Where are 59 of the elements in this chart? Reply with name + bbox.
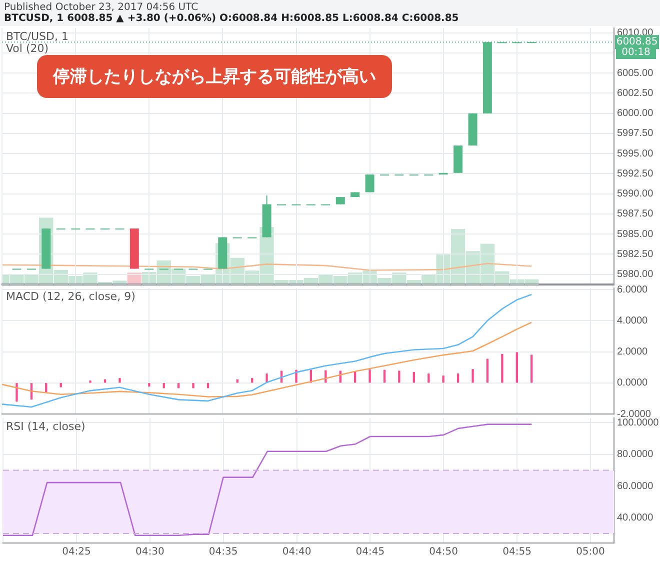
x-tick-label: 04:45 (356, 546, 385, 558)
annotation: 停滞したりしながら上昇する可能性が高い (37, 55, 392, 98)
bar (530, 354, 533, 383)
y-tick-label: 5990.00 (617, 188, 654, 200)
y-tick-label: 6005.00 (617, 68, 654, 79)
bar (368, 369, 371, 383)
y-tick-label: 6.0000 (617, 284, 648, 296)
y-tick-label: 5997.50 (617, 128, 654, 140)
y-tick-label: 80.0000 (617, 449, 654, 460)
bar (118, 378, 121, 383)
y-tick-label: 6002.50 (617, 88, 654, 99)
x-tick-label: 04:25 (62, 546, 91, 558)
x-tick-label: 04:30 (135, 546, 164, 558)
candlestick (365, 174, 374, 193)
y-tick-label: 6000.00 (617, 108, 654, 120)
chart-title: RSI (14, close) (6, 420, 86, 433)
bar (398, 370, 400, 383)
bar (206, 383, 210, 388)
x-tick-label: 04:50 (429, 546, 458, 558)
y-tick-label: 5987.50 (617, 208, 654, 220)
bar (486, 358, 489, 383)
y-tick-label: 5995.00 (617, 148, 654, 160)
chart-title: BTC/USD, 1 (6, 30, 69, 43)
bar (251, 378, 254, 383)
bar (16, 383, 18, 402)
bar (516, 352, 518, 383)
chart-title: MACD (12, 26, close, 9) (6, 290, 136, 303)
x-tick-label: 04:40 (282, 546, 312, 558)
bar (472, 369, 474, 383)
bar (412, 372, 415, 383)
bar (60, 383, 62, 388)
y-tick-label: 40.0000 (617, 512, 654, 524)
bar (192, 383, 194, 388)
y-tick-label: 5985.00 (617, 228, 654, 240)
y-tick-label: 100.0000 (617, 417, 660, 428)
x-tick-label: 04:55 (502, 546, 532, 558)
y-tick-label: 2.0000 (617, 346, 648, 358)
y-tick-label: 4.0000 (617, 315, 648, 326)
bar (428, 374, 430, 383)
x-tick-label: 04:35 (208, 546, 238, 558)
y-tick-label: 5992.50 (617, 168, 654, 180)
y-tick-label: 0.0000 (617, 378, 648, 389)
bar (501, 354, 504, 383)
bar (45, 383, 48, 392)
bar (162, 383, 165, 388)
y-tick-label: 5980.00 (617, 269, 654, 280)
chart-title: Vol (20) (6, 42, 49, 55)
x-tick-label: 05:00 (576, 546, 605, 558)
bar (456, 374, 460, 383)
text: 00:18 (616, 46, 656, 59)
bar (177, 383, 180, 388)
y-tick-label: 60.0000 (617, 480, 654, 492)
y-tick-label: 5982.50 (617, 248, 654, 260)
bar (148, 383, 150, 386)
y-tick-label: -2.0000 (617, 408, 652, 420)
ref-line-label: 6008.85 (616, 36, 658, 48)
text: Published October 23, 2017 04:56 UTC (4, 2, 198, 13)
text: BTCUSD, 1 6008.85 ▲ +3.80 (+0.06%) O:6008.84 H:6008.85 L:6008.84 C:6008.85 (4, 13, 459, 24)
bar (442, 376, 444, 383)
